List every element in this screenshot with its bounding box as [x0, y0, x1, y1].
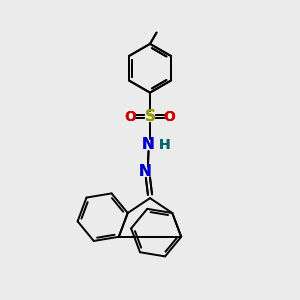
Text: S: S — [145, 109, 155, 124]
Text: H: H — [158, 138, 170, 152]
Text: N: N — [138, 164, 151, 179]
Text: N: N — [141, 137, 154, 152]
Text: H: H — [158, 138, 170, 152]
Text: N: N — [138, 164, 151, 179]
Text: O: O — [164, 110, 175, 124]
Text: N: N — [141, 137, 154, 152]
Text: O: O — [125, 110, 136, 124]
Text: O: O — [125, 110, 136, 124]
Text: S: S — [145, 109, 155, 124]
Text: O: O — [164, 110, 175, 124]
